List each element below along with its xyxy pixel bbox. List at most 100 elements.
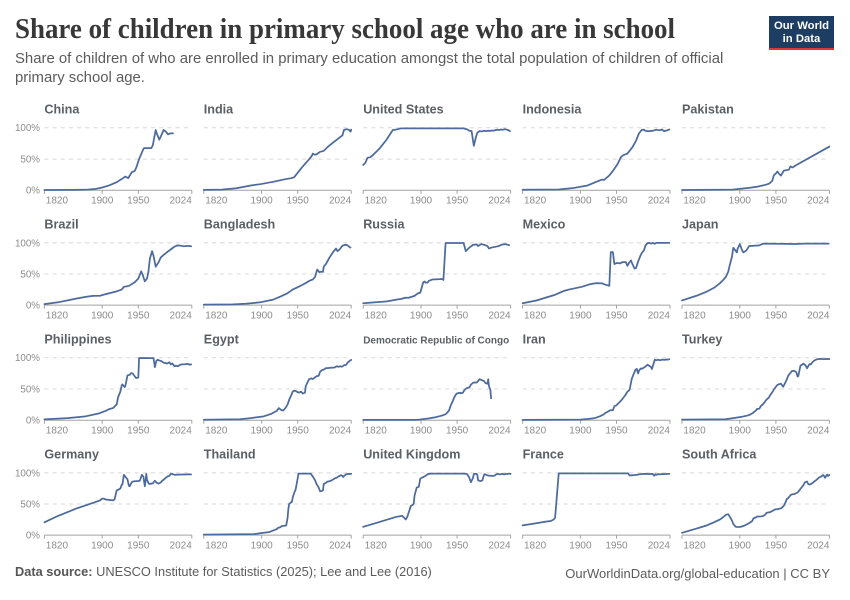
svg-text:2024: 2024: [648, 426, 671, 437]
svg-text:1820: 1820: [205, 426, 228, 437]
svg-text:1820: 1820: [365, 310, 388, 321]
svg-text:1820: 1820: [46, 196, 69, 207]
svg-text:100%: 100%: [15, 468, 40, 479]
svg-text:Brazil: Brazil: [44, 218, 78, 232]
svg-text:1820: 1820: [46, 426, 69, 437]
svg-text:1950: 1950: [765, 310, 788, 321]
svg-text:1950: 1950: [446, 196, 469, 207]
svg-text:1900: 1900: [91, 540, 114, 551]
svg-text:1900: 1900: [410, 310, 433, 321]
svg-text:50%: 50%: [20, 155, 40, 166]
svg-text:2024: 2024: [807, 310, 830, 321]
svg-text:United States: United States: [363, 103, 443, 117]
svg-text:1950: 1950: [127, 540, 150, 551]
svg-text:1900: 1900: [91, 426, 114, 437]
svg-text:100%: 100%: [15, 353, 40, 364]
svg-text:1950: 1950: [765, 426, 788, 437]
svg-text:1820: 1820: [205, 196, 228, 207]
svg-text:China: China: [44, 103, 80, 117]
svg-text:1820: 1820: [365, 196, 388, 207]
svg-text:1950: 1950: [287, 196, 310, 207]
svg-text:1950: 1950: [287, 540, 310, 551]
svg-text:1900: 1900: [729, 310, 752, 321]
svg-text:50%: 50%: [20, 269, 40, 280]
svg-text:Bangladesh: Bangladesh: [204, 218, 275, 232]
svg-text:Turkey: Turkey: [682, 333, 722, 347]
svg-text:0%: 0%: [26, 301, 40, 312]
svg-text:France: France: [523, 448, 564, 462]
svg-text:1950: 1950: [127, 196, 150, 207]
svg-text:1900: 1900: [91, 196, 114, 207]
svg-text:2024: 2024: [488, 310, 511, 321]
svg-text:Japan: Japan: [682, 218, 718, 232]
svg-text:1950: 1950: [127, 426, 150, 437]
svg-text:2024: 2024: [807, 196, 830, 207]
svg-text:1820: 1820: [365, 540, 388, 551]
svg-text:1900: 1900: [569, 196, 592, 207]
svg-text:2024: 2024: [170, 310, 193, 321]
svg-text:2024: 2024: [329, 540, 352, 551]
svg-text:1820: 1820: [524, 310, 547, 321]
svg-text:2024: 2024: [807, 426, 830, 437]
svg-text:1950: 1950: [605, 310, 628, 321]
svg-text:1950: 1950: [287, 310, 310, 321]
svg-text:1950: 1950: [765, 540, 788, 551]
svg-text:1900: 1900: [91, 310, 114, 321]
svg-text:2024: 2024: [807, 540, 830, 551]
svg-text:Democratic Republic of Congo: Democratic Republic of Congo: [363, 336, 509, 347]
svg-text:1820: 1820: [524, 540, 547, 551]
svg-text:South Africa: South Africa: [682, 448, 757, 462]
svg-text:1900: 1900: [569, 540, 592, 551]
svg-text:2024: 2024: [329, 196, 352, 207]
svg-text:1820: 1820: [365, 426, 388, 437]
svg-text:2024: 2024: [488, 426, 511, 437]
svg-text:Indonesia: Indonesia: [523, 103, 583, 117]
svg-text:1900: 1900: [410, 540, 433, 551]
svg-text:0%: 0%: [26, 531, 40, 542]
svg-text:1900: 1900: [410, 426, 433, 437]
svg-text:Russia: Russia: [363, 218, 405, 232]
svg-text:1820: 1820: [46, 310, 69, 321]
svg-text:Germany: Germany: [44, 448, 99, 462]
svg-text:2024: 2024: [488, 540, 511, 551]
svg-text:1900: 1900: [250, 540, 273, 551]
svg-text:1900: 1900: [410, 196, 433, 207]
svg-text:2024: 2024: [329, 310, 352, 321]
svg-text:1820: 1820: [205, 310, 228, 321]
svg-text:2024: 2024: [170, 540, 193, 551]
svg-text:1820: 1820: [205, 540, 228, 551]
svg-text:1950: 1950: [127, 310, 150, 321]
svg-text:1950: 1950: [446, 426, 469, 437]
svg-text:0%: 0%: [26, 416, 40, 427]
svg-text:1820: 1820: [46, 540, 69, 551]
svg-text:2024: 2024: [170, 196, 193, 207]
svg-text:50%: 50%: [20, 384, 40, 395]
svg-text:1900: 1900: [729, 426, 752, 437]
svg-text:1900: 1900: [729, 540, 752, 551]
svg-text:Pakistan: Pakistan: [682, 103, 734, 117]
svg-text:1820: 1820: [524, 426, 547, 437]
svg-text:1950: 1950: [287, 426, 310, 437]
svg-text:50%: 50%: [20, 499, 40, 510]
svg-text:0%: 0%: [26, 186, 40, 197]
svg-text:1950: 1950: [605, 426, 628, 437]
svg-text:1950: 1950: [446, 540, 469, 551]
svg-text:1900: 1900: [250, 426, 273, 437]
svg-text:2024: 2024: [648, 540, 671, 551]
svg-text:2024: 2024: [329, 426, 352, 437]
svg-text:1820: 1820: [683, 426, 706, 437]
svg-text:Thailand: Thailand: [204, 448, 256, 462]
svg-text:Philippines: Philippines: [44, 333, 111, 347]
svg-text:1900: 1900: [569, 426, 592, 437]
svg-text:1820: 1820: [683, 310, 706, 321]
svg-text:India: India: [204, 103, 234, 117]
svg-text:1900: 1900: [569, 310, 592, 321]
svg-text:Egypt: Egypt: [204, 333, 240, 347]
svg-text:1900: 1900: [250, 196, 273, 207]
svg-text:100%: 100%: [15, 238, 40, 249]
svg-text:1950: 1950: [765, 196, 788, 207]
svg-text:2024: 2024: [648, 196, 671, 207]
svg-text:1950: 1950: [605, 540, 628, 551]
svg-text:United Kingdom: United Kingdom: [363, 448, 460, 462]
svg-text:1900: 1900: [729, 196, 752, 207]
